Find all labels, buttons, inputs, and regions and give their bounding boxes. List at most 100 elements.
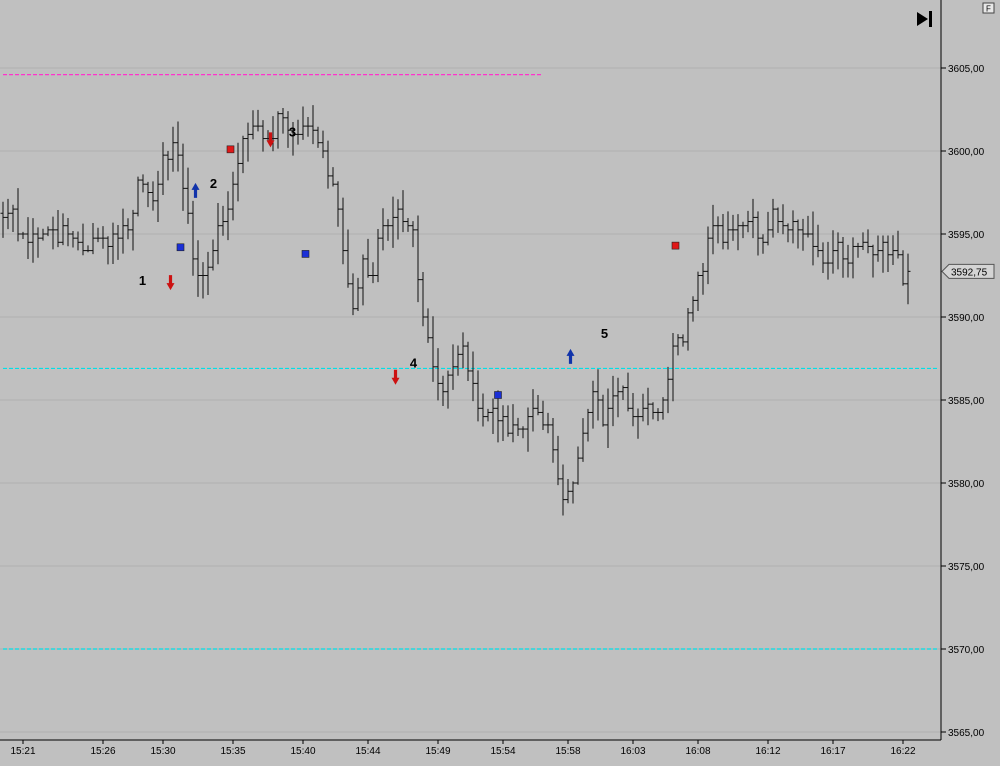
- signal-number-label: 4: [410, 356, 418, 371]
- ohlc-bar: [255, 109, 261, 132]
- skip-to-end-icon[interactable]: [917, 11, 932, 27]
- ohlc-bar: [610, 375, 616, 427]
- signal-number-label: 1: [139, 273, 146, 288]
- time-tick-label: 15:40: [290, 746, 315, 757]
- ohlc-bar: [545, 412, 551, 434]
- ohlc-bar: [445, 370, 451, 409]
- ohlc-bar: [60, 213, 66, 246]
- sell-signal-arrow: [166, 275, 175, 291]
- time-tick-label: 15:54: [490, 746, 515, 757]
- time-tick-label: 15:30: [150, 746, 175, 757]
- ohlc-bar: [325, 140, 331, 189]
- ohlc-bar: [80, 223, 86, 256]
- ohlc-bar: [190, 200, 196, 276]
- ohlc-bar: [440, 375, 446, 406]
- ohlc-bar: [760, 234, 766, 254]
- ohlc-bar: [510, 404, 516, 443]
- ohlc-bar: [605, 388, 611, 449]
- ohlc-bar: [20, 231, 26, 239]
- ohlc-bar: [480, 393, 486, 427]
- price-tick-label: 3570,00: [948, 645, 985, 656]
- ohlc-bar: [420, 272, 426, 327]
- ohlc-bar: [540, 400, 546, 430]
- ohlc-bar: [770, 198, 776, 238]
- ohlc-bar: [845, 244, 851, 278]
- ohlc-bar: [205, 251, 211, 296]
- ohlc-bar: [195, 240, 201, 297]
- ohlc-bar: [170, 126, 176, 172]
- ohlc-bar: [200, 262, 206, 299]
- buy-signal-arrow: [566, 348, 575, 364]
- ohlc-bar: [645, 387, 651, 426]
- ohlc-bar: [550, 418, 556, 463]
- arrow-shaft: [568, 354, 573, 364]
- price-tick-label: 3590,00: [948, 313, 985, 324]
- ohlc-bar: [650, 402, 656, 420]
- ohlc-bar: [880, 235, 886, 273]
- last-price-box: [941, 263, 995, 279]
- ohlc-bar: [690, 296, 696, 322]
- signal-arrows: 1 2 3 4 5: [139, 124, 608, 385]
- ohlc-bar: [110, 222, 116, 265]
- sell-signal-arrow: [266, 132, 275, 148]
- ohlc-bar: [575, 446, 581, 485]
- ohlc-bar: [875, 235, 881, 262]
- signal-number-label: 2: [210, 176, 217, 191]
- corner-badge[interactable]: F: [982, 2, 995, 14]
- ohlc-bar: [790, 210, 796, 244]
- ohlc-bar: [10, 204, 16, 233]
- up-arrow-icon: [191, 182, 200, 190]
- ohlc-bar: [315, 126, 321, 148]
- ohlc-bar: [360, 254, 366, 306]
- price-bars: [0, 105, 911, 516]
- ohlc-bar: [900, 250, 906, 286]
- ohlc-bar: [95, 227, 101, 243]
- ohlc-bar: [330, 167, 336, 187]
- time-axis[interactable]: 15:21 15:26 15:30 15:35 15:40 15:44 15:49 15:54…: [10, 740, 916, 757]
- time-tick-label: 16:08: [685, 746, 710, 757]
- ohlc-bar: [350, 273, 356, 316]
- ohlc-bar: [150, 181, 156, 211]
- up-arrow-icon: [566, 348, 575, 356]
- ohlc-bar: [50, 216, 56, 250]
- end-bar: [929, 11, 932, 27]
- ohlc-bar: [415, 215, 421, 303]
- ohlc-bar: [795, 219, 801, 249]
- arrow-shaft: [193, 188, 198, 198]
- ohlc-bar: [500, 405, 506, 442]
- ohlc-bar: [225, 191, 231, 241]
- ohlc-bar: [120, 208, 126, 254]
- ohlc-bar: [395, 199, 401, 240]
- time-tick-label: 15:58: [555, 746, 580, 757]
- ohlc-bar: [165, 150, 171, 181]
- ohlc-bar: [590, 380, 596, 429]
- ohlc-bar: [775, 207, 781, 233]
- ohlc-bar: [425, 308, 431, 343]
- ohlc-bar: [495, 390, 501, 443]
- ohlc-bar: [810, 211, 816, 266]
- ohlc-bar: [340, 197, 346, 265]
- ohlc-bar: [520, 426, 526, 439]
- ohlc-bar: [805, 215, 811, 238]
- price-tick-label: 3575,00: [948, 562, 985, 573]
- ohlc-bar: [220, 205, 226, 236]
- ohlc-bar: [685, 308, 691, 351]
- ohlc-bar: [595, 369, 601, 421]
- arrow-shaft: [393, 369, 398, 379]
- time-tick-label: 16:22: [890, 746, 915, 757]
- ohlc-bar: [140, 174, 146, 193]
- ohlc-bar: [490, 398, 496, 435]
- ohlc-bar: [5, 198, 11, 230]
- ohlc-bar: [905, 253, 911, 305]
- ohlc-bar: [355, 277, 361, 312]
- trade-markers: [176, 145, 680, 399]
- ohlc-bar: [715, 216, 721, 244]
- price-tick-label: 3580,00: [948, 479, 985, 490]
- time-tick-label: 15:21: [10, 746, 35, 757]
- ohlc-bar: [475, 370, 481, 422]
- ohlc-bar: [570, 481, 576, 504]
- ohlc-bar: [160, 142, 166, 195]
- ohlc-bar: [290, 121, 296, 156]
